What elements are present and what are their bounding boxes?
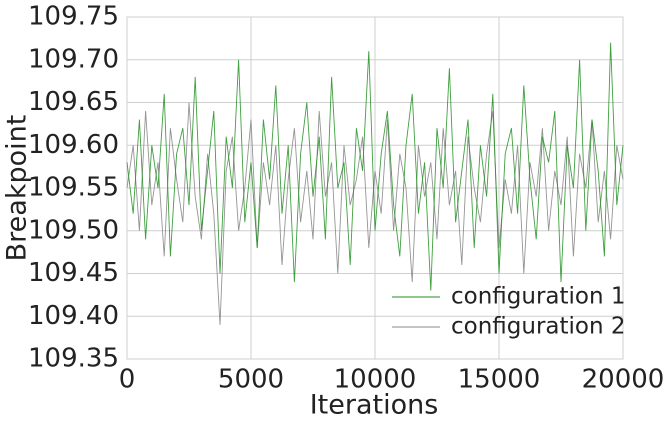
x-axis-label: Iterations (310, 390, 439, 421)
series-line (126, 42, 624, 291)
x-tick-label: 20000 (582, 365, 665, 395)
x-tick-label: 0 (119, 365, 136, 395)
series-line (126, 102, 624, 325)
x-tick-label: 15000 (458, 365, 541, 395)
y-tick-label: 109.35 (28, 344, 119, 374)
legend-label: configuration 2 (451, 314, 626, 340)
y-axis-label: Breakpoint (2, 115, 33, 262)
legend-label: configuration 1 (451, 284, 626, 310)
y-tick-label: 109.70 (28, 44, 119, 74)
y-tick-label: 109.55 (28, 173, 119, 203)
x-tick-label: 10000 (334, 365, 417, 395)
y-tick-label: 109.40 (28, 301, 119, 331)
y-tick-label: 109.65 (28, 87, 119, 117)
y-tick-label: 109.50 (28, 215, 119, 245)
x-tick-label: 5000 (218, 365, 284, 395)
y-tick-label: 109.60 (28, 130, 119, 160)
y-tick-label: 109.75 (28, 2, 119, 32)
y-tick-label: 109.45 (28, 258, 119, 288)
